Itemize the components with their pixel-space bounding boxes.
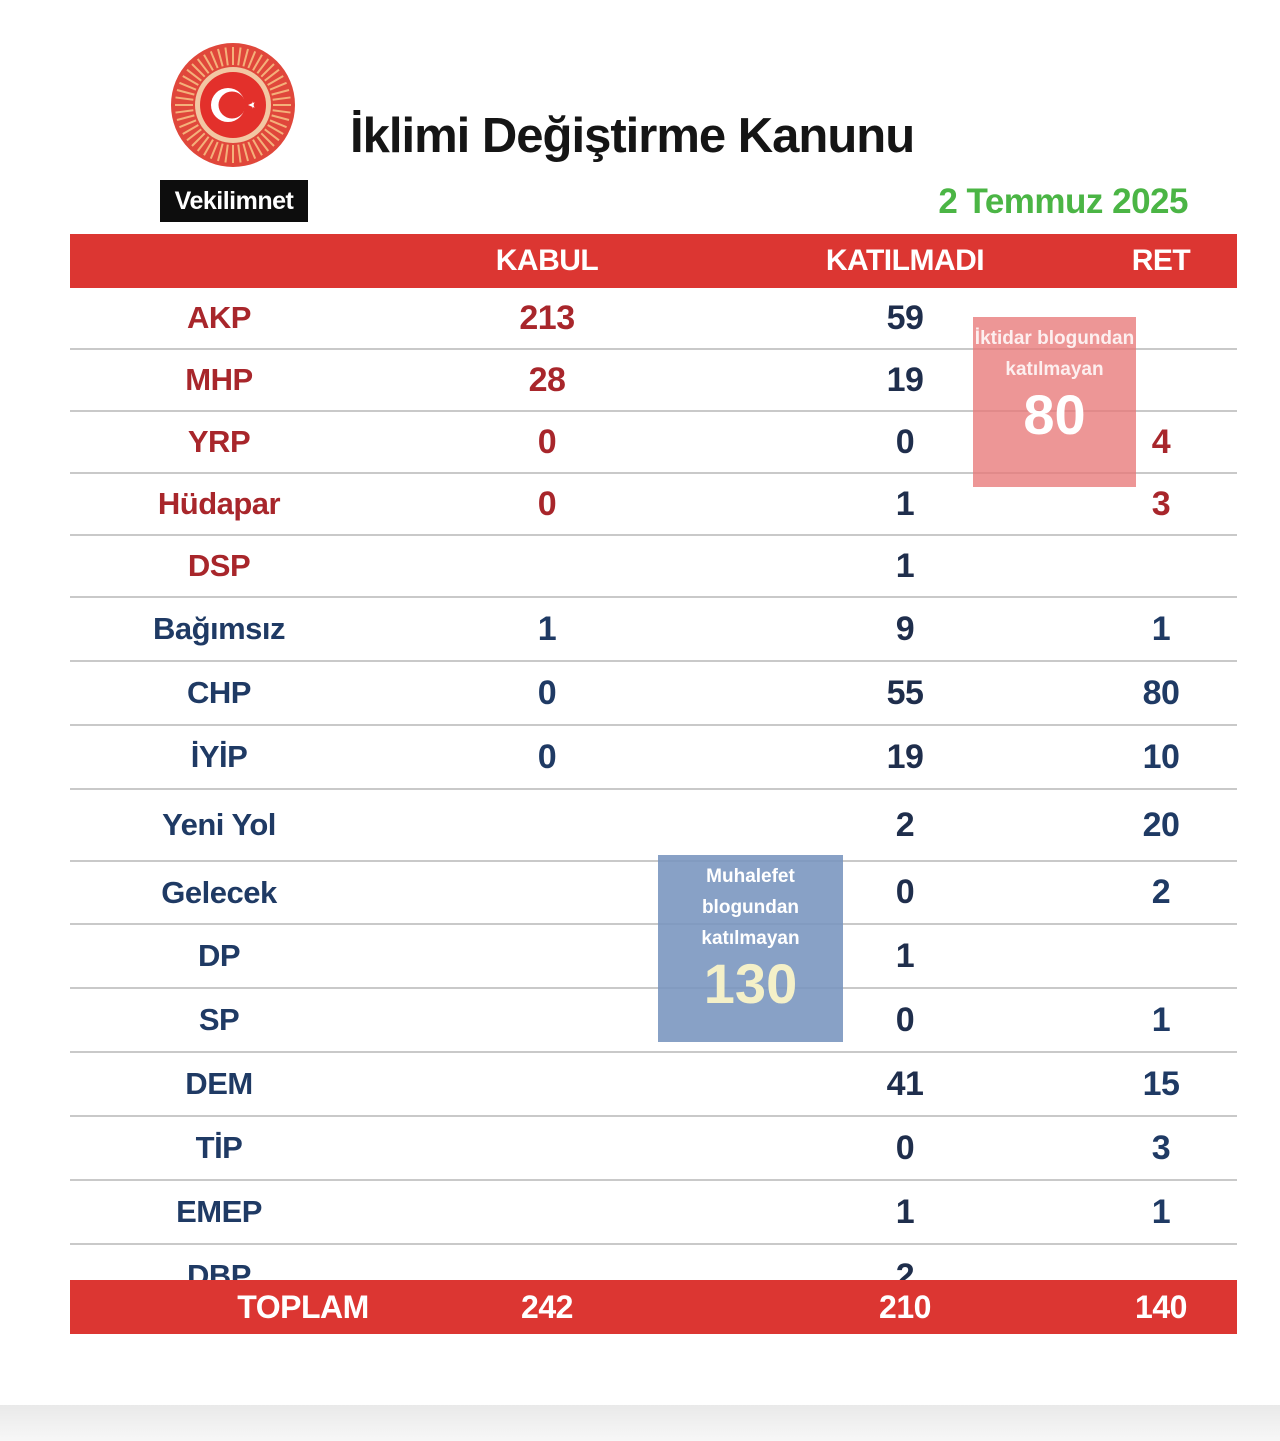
- table-row: AKP 213 59: [70, 288, 1237, 350]
- party-name: İYİP: [190, 739, 248, 774]
- table-row: TİP 0 3: [70, 1117, 1237, 1181]
- vote-ret: 15: [1142, 1064, 1180, 1103]
- table-row: DSP 1: [70, 536, 1237, 598]
- vote-ret: 1: [1151, 1192, 1171, 1231]
- vote-kabul: 0: [537, 422, 557, 461]
- vote-katilmadi: 1: [895, 484, 915, 523]
- vote-ret: 10: [1142, 737, 1180, 776]
- party-name: DEM: [185, 1066, 253, 1101]
- page-shadow: [0, 1405, 1280, 1441]
- gov-absent-callout: İktidar blogundan katılmayan 80: [973, 317, 1136, 487]
- vote-ret: 1: [1151, 609, 1171, 648]
- table-row: EMEP 1 1: [70, 1181, 1237, 1245]
- vote-katilmadi: 1: [895, 936, 915, 975]
- party-name: Bağımsız: [152, 611, 286, 646]
- brand-label: Vekilimnet: [160, 180, 308, 222]
- table-row: SP 0 1: [70, 989, 1237, 1053]
- table-row: DP 1: [70, 925, 1237, 989]
- table-row: DEM 41 15: [70, 1053, 1237, 1117]
- vote-kabul: 213: [519, 298, 575, 337]
- total-ret: 140: [1135, 1289, 1187, 1325]
- vote-kabul: 0: [537, 737, 557, 776]
- vote-kabul: 28: [528, 360, 566, 399]
- vote-katilmadi: 0: [895, 1000, 915, 1039]
- opp-absent-callout: Muhalefet blogundan katılmayan 130: [658, 855, 843, 1042]
- party-name: AKP: [187, 300, 251, 335]
- opp-absent-label: Muhalefet blogundan katılmayan: [701, 866, 800, 949]
- party-name: DSP: [187, 548, 251, 583]
- vote-ret: 2: [1151, 873, 1171, 911]
- party-name: DP: [197, 938, 241, 973]
- table-row: Gelecek 0 2: [70, 862, 1237, 925]
- party-name: EMEP: [176, 1194, 262, 1229]
- vote-kabul: 1: [537, 609, 557, 648]
- vote-ret: 3: [1151, 1128, 1171, 1167]
- vote-katilmadi: 55: [886, 673, 924, 712]
- vote-ret: 20: [1142, 805, 1180, 844]
- column-header-katilmadi: KATILMADI: [825, 244, 985, 277]
- total-label: TOPLAM: [237, 1289, 369, 1325]
- table-total-row: TOPLAM 242 210 140: [70, 1280, 1237, 1334]
- vote-katilmadi: 0: [895, 873, 915, 911]
- total-kabul: 242: [521, 1289, 573, 1325]
- party-name: MHP: [185, 362, 253, 397]
- party-name: Yeni Yol: [162, 807, 276, 842]
- party-name: CHP: [187, 675, 251, 710]
- table-row: MHP 28 19: [70, 350, 1237, 412]
- page-title: İklimi Değiştirme Kanunu: [350, 109, 915, 163]
- table-row: Hüdapar 0 1 3: [70, 474, 1237, 536]
- vote-katilmadi: 1: [895, 546, 915, 585]
- table-row: Yeni Yol 2 20: [70, 790, 1237, 862]
- gov-absent-label: İktidar blogundan katılmayan: [974, 328, 1135, 380]
- table-row: CHP 0 55 80: [70, 662, 1237, 726]
- vote-ret: 80: [1142, 673, 1180, 712]
- table-header: KABUL KATILMADI RET: [70, 234, 1237, 288]
- tbmm-seal-icon: [171, 43, 295, 167]
- vote-katilmadi: 9: [895, 609, 915, 648]
- party-name: TİP: [195, 1130, 243, 1165]
- column-header-kabul: KABUL: [495, 244, 599, 277]
- opp-absent-value: 130: [703, 952, 798, 1015]
- vote-ret: 4: [1151, 422, 1171, 461]
- vote-katilmadi: 0: [895, 1128, 915, 1167]
- table-row: YRP 0 0 4: [70, 412, 1237, 474]
- vote-ret: 3: [1151, 484, 1171, 523]
- party-name: Hüdapar: [157, 486, 281, 521]
- party-name: Gelecek: [161, 874, 277, 910]
- table-row: İYİP 0 19 10: [70, 726, 1237, 790]
- total-katilmadi: 210: [879, 1289, 931, 1325]
- vote-katilmadi: 0: [895, 422, 915, 461]
- party-name: SP: [198, 1002, 240, 1037]
- vote-katilmadi: 2: [895, 805, 915, 844]
- vote-date: 2 Temmuz 2025: [938, 182, 1188, 221]
- vote-kabul: 0: [537, 484, 557, 523]
- vote-katilmadi: 59: [886, 298, 924, 337]
- vote-kabul: 0: [537, 673, 557, 712]
- vote-katilmadi: 1: [895, 1192, 915, 1231]
- vote-katilmadi: 19: [886, 737, 924, 776]
- table-row: Bağımsız 1 9 1: [70, 598, 1237, 662]
- gov-absent-value: 80: [1023, 383, 1086, 446]
- vote-katilmadi: 41: [886, 1064, 924, 1103]
- column-header-ret: RET: [1131, 244, 1191, 277]
- party-name: YRP: [187, 424, 251, 459]
- vote-ret: 1: [1151, 1000, 1171, 1039]
- vote-katilmadi: 19: [886, 360, 924, 399]
